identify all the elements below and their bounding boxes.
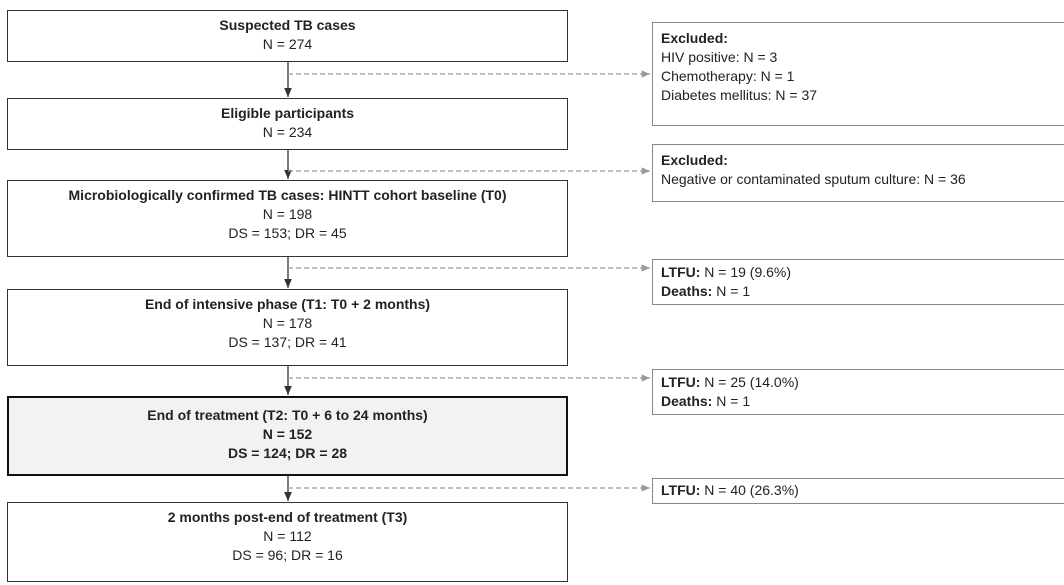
node: End of intensive phase (T1: T0 + 2 month… [7,289,568,366]
loss-label: Deaths: [661,393,713,409]
loss-box: LTFU: N = 40 (26.3%) [652,478,1064,504]
node-title: Eligible participants [220,105,355,121]
node: Microbiologically confirmed TB cases: HI… [7,180,568,257]
exclusion-title: Excluded: [661,152,728,168]
node-highlighted: End of treatment (T2: T0 + 6 to 24 month… [7,396,568,476]
node: Eligible participants N = 234 [7,98,568,150]
node-title: 2 months post-end of treatment (T3) [167,509,408,525]
node-title: End of intensive phase (T1: T0 + 2 month… [144,296,431,312]
exclusion-arrows [288,70,650,492]
loss-box: LTFU: N = 25 (14.0%) Deaths: N = 1 [652,369,1064,415]
exclusion-box: Excluded: HIV positive: N = 3 Chemothera… [652,22,1064,126]
exclusion-line: Diabetes mellitus: N = 37 [661,87,818,103]
loss-value: N = 19 (9.6%) [704,264,792,280]
loss-label: LTFU: [661,482,701,498]
exclusion-box: Excluded: Negative or contaminated sputu… [652,144,1064,202]
loss-label: Deaths: [661,283,713,299]
node-line: N = 234 [262,124,313,140]
exclusion-title: Excluded: [661,30,728,46]
loss-value: N = 25 (14.0%) [704,374,799,390]
node-line: N = 198 [262,206,313,222]
loss-label: LTFU: [661,374,701,390]
loss-value: N = 1 [716,283,751,299]
node-line: DS = 137; DR = 41 [228,334,347,350]
loss-value: N = 1 [716,393,751,409]
node-title: Suspected TB cases [219,17,356,33]
node-line: N = 178 [262,315,313,331]
node-line: N = 274 [262,36,313,52]
exclusion-line: Negative or contaminated sputum culture:… [661,171,966,187]
loss-box: LTFU: N = 19 (9.6%) Deaths: N = 1 [652,259,1064,305]
exclusion-line: Chemotherapy: N = 1 [661,68,795,84]
node-line: DS = 96; DR = 16 [232,547,343,563]
exclusion-line: HIV positive: N = 3 [661,49,778,65]
loss-value: N = 40 (26.3%) [704,482,799,498]
node: Suspected TB cases N = 274 [7,10,568,62]
node-title: Microbiologically confirmed TB cases: HI… [68,187,507,203]
node-line: N = 112 [263,528,312,544]
loss-label: LTFU: [661,264,701,280]
node-line: N = 152 [262,426,313,442]
node-line: DS = 124; DR = 28 [227,445,348,461]
node-title: End of treatment (T2: T0 + 6 to 24 month… [147,407,428,423]
node: 2 months post-end of treatment (T3) N = … [7,502,568,582]
node-line: DS = 153; DR = 45 [228,225,347,241]
